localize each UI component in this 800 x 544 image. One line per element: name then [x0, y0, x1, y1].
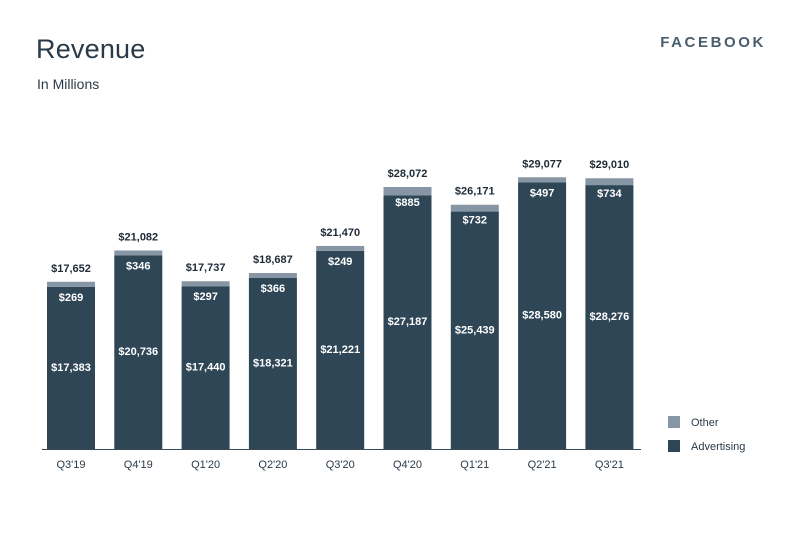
category-label-4: Q3'20: [326, 459, 355, 471]
bar-other-3: [248, 273, 297, 279]
total-label-7: $29,077: [522, 158, 562, 170]
advertising-value-label-6: $25,439: [455, 324, 495, 336]
advertising-value-label-5: $27,187: [388, 316, 428, 328]
total-label-4: $21,470: [320, 227, 360, 239]
legend-label-other: Other: [691, 417, 719, 429]
advertising-value-label-2: $17,440: [186, 362, 226, 374]
legend-label-advertising: Advertising: [691, 441, 745, 453]
bar-advertising-7: [518, 182, 567, 449]
bar-advertising-8: [585, 185, 634, 449]
bar-other-7: [518, 177, 567, 183]
advertising-value-label-0: $17,383: [51, 362, 91, 374]
bar-advertising-2: [181, 286, 230, 449]
chart-title: Revenue: [36, 34, 146, 64]
category-label-3: Q2'20: [258, 459, 287, 471]
other-value-label-7: $497: [530, 187, 554, 199]
bar-advertising-5: [383, 195, 432, 449]
other-value-label-5: $885: [395, 197, 419, 209]
category-label-6: Q1'21: [460, 459, 489, 471]
chart-subtitle: In Millions: [37, 76, 100, 92]
total-label-3: $18,687: [253, 254, 293, 266]
total-label-5: $28,072: [388, 168, 428, 180]
x-axis-labels: Q3'19 Q4'19 Q1'20 Q2'20 Q3'20 Q4'20 Q1'21 Q2'21…: [56, 459, 623, 471]
other-value-label-0: $269: [59, 292, 83, 304]
category-label-5: Q4'20: [393, 459, 422, 471]
bar-other-0: [47, 281, 95, 287]
advertising-value-label-1: $20,736: [118, 346, 158, 358]
bar-other-2: [181, 281, 230, 287]
bar-other-5: [383, 186, 432, 196]
total-label-6: $26,171: [455, 186, 495, 198]
total-label-2: $17,737: [186, 262, 226, 274]
bar-other-8: [585, 178, 634, 186]
total-label-8: $29,010: [590, 159, 630, 171]
other-value-label-3: $366: [261, 283, 285, 295]
advertising-value-label-4: $21,221: [320, 344, 360, 356]
legend-swatch-other: [668, 416, 680, 428]
bar-advertising-1: [114, 255, 163, 449]
advertising-value-label-3: $18,321: [253, 358, 293, 370]
bar-advertising-0: [47, 286, 95, 449]
other-value-label-1: $346: [126, 260, 150, 272]
bar-other-6: [450, 204, 499, 212]
bar-advertising-3: [248, 278, 297, 449]
bar-other-4: [316, 245, 365, 251]
other-value-label-4: $249: [328, 256, 352, 268]
brand-logo-text: FACEBOOK: [660, 34, 766, 51]
advertising-value-label-7: $28,580: [522, 310, 562, 322]
bar-advertising-6: [450, 211, 499, 449]
category-label-7: Q2'21: [528, 459, 557, 471]
category-label-8: Q3'21: [595, 459, 624, 471]
other-value-label-6: $732: [463, 215, 487, 227]
bar-advertising-4: [316, 250, 365, 449]
category-label-2: Q1'20: [191, 459, 220, 471]
other-value-label-2: $297: [193, 291, 217, 303]
bar-other-1: [114, 250, 163, 256]
total-label-0: $17,652: [51, 263, 91, 275]
other-value-label-8: $734: [597, 188, 622, 200]
bars-group: $17,652 $269 $17,383 $21,082 $346 $20,736 $17,…: [47, 158, 634, 449]
legend-swatch-advertising: [668, 440, 680, 452]
total-label-1: $21,082: [118, 231, 158, 243]
legend: Other Advertising: [668, 416, 745, 453]
advertising-value-label-8: $28,276: [590, 311, 630, 323]
category-label-1: Q4'19: [124, 459, 153, 471]
category-label-0: Q3'19: [56, 459, 85, 471]
